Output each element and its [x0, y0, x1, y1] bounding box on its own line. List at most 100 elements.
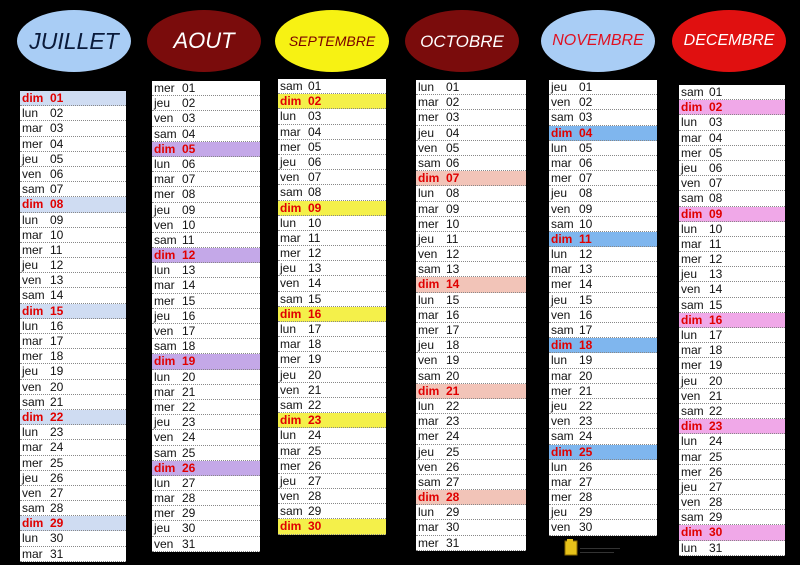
- day-row: jeu 27: [278, 473, 386, 490]
- day-name: mer: [154, 506, 175, 521]
- day-number: 14: [446, 277, 460, 292]
- day-name: mar: [551, 262, 572, 277]
- day-number: 27: [579, 474, 593, 489]
- day-name: ven: [154, 111, 174, 126]
- day-name: sam: [551, 110, 574, 125]
- day-number: 17: [308, 322, 322, 336]
- day-number: 02: [446, 95, 460, 110]
- day-name: lun: [22, 531, 39, 546]
- day-row: sam 25: [152, 446, 260, 461]
- day-row: ven 14: [278, 276, 386, 292]
- day-row: lun 22: [416, 399, 526, 415]
- month-title: DECEMBRE: [683, 32, 775, 49]
- day-name: sam: [551, 216, 574, 231]
- day-name: jeu: [551, 505, 568, 520]
- day-number: 29: [50, 516, 64, 531]
- day-number: 23: [446, 414, 460, 429]
- day-row: sam 29: [278, 504, 386, 520]
- day-name: dim: [681, 312, 703, 327]
- day-row: ven 27: [20, 486, 126, 502]
- day-number: 02: [182, 96, 196, 111]
- day-name: sam: [418, 368, 441, 383]
- day-number: 18: [308, 337, 322, 352]
- day-number: 23: [182, 415, 196, 430]
- day-name: mar: [681, 449, 702, 464]
- day-number: 17: [709, 328, 723, 342]
- day-number: 20: [50, 379, 64, 394]
- day-name: mar: [681, 236, 702, 251]
- day-name: jeu: [22, 470, 39, 485]
- day-number: 17: [50, 334, 64, 348]
- day-number: 26: [182, 460, 196, 475]
- day-number: 07: [308, 170, 322, 185]
- day-number: 01: [709, 85, 723, 99]
- day-row: mer 31: [416, 536, 526, 551]
- day-row: mar 14: [152, 278, 260, 294]
- day-number: 04: [182, 126, 196, 141]
- day-row: mer 18: [20, 349, 126, 365]
- day-name: mar: [154, 491, 175, 506]
- day-row: mar 20: [549, 369, 657, 384]
- day-number: 10: [182, 217, 196, 232]
- day-number: 10: [579, 216, 593, 231]
- day-row: lun 03: [679, 115, 785, 131]
- day-name: ven: [681, 282, 701, 297]
- day-number: 04: [50, 136, 64, 151]
- day-number: 05: [308, 139, 322, 154]
- day-name: dim: [551, 444, 573, 459]
- day-name: ven: [154, 536, 174, 551]
- day-row: ven 05: [416, 141, 526, 156]
- day-number: 17: [579, 323, 593, 337]
- day-row: jeu 02: [152, 96, 260, 112]
- day-name: mer: [551, 171, 572, 186]
- sunday-row: dim 29: [20, 516, 126, 532]
- day-number: 12: [50, 258, 64, 273]
- day-name: sam: [681, 510, 704, 525]
- day-number: 23: [579, 414, 593, 429]
- day-name: lun: [681, 434, 698, 449]
- day-number: 11: [709, 236, 722, 251]
- day-number: 15: [579, 292, 593, 307]
- day-name: ven: [22, 273, 42, 288]
- day-row: sam 06: [416, 156, 526, 172]
- day-number: 16: [446, 307, 460, 322]
- day-row: sam 03: [549, 110, 657, 126]
- day-row: lun 23: [20, 425, 126, 441]
- sunday-row: dim 22: [20, 409, 126, 426]
- day-name: sam: [681, 403, 704, 418]
- day-row: mer 14: [549, 277, 657, 293]
- day-name: dim: [154, 248, 176, 263]
- day-name: lun: [418, 186, 435, 201]
- day-number: 08: [579, 186, 593, 201]
- day-row: ven 12: [416, 247, 526, 263]
- day-number: 27: [308, 473, 322, 488]
- day-name: jeu: [154, 96, 171, 111]
- day-row: jeu 15: [549, 293, 657, 308]
- day-row: lun 29: [416, 505, 526, 521]
- day-row: mar 04: [679, 131, 785, 146]
- day-name: sam: [418, 262, 441, 277]
- day-name: dim: [154, 460, 176, 475]
- day-row: sam 21: [20, 395, 126, 410]
- day-number: 07: [446, 171, 460, 186]
- day-row: ven 20: [20, 380, 126, 395]
- day-row: lun 08: [416, 186, 526, 202]
- sunday-row: dim 08: [20, 197, 126, 213]
- day-row: lun 27: [152, 476, 260, 492]
- day-row: mer 07: [549, 171, 657, 187]
- month-title: AOUT: [173, 28, 235, 53]
- day-name: dim: [280, 413, 302, 428]
- day-name: lun: [681, 328, 698, 342]
- day-row: mer 26: [679, 465, 785, 480]
- day-name: dim: [154, 141, 176, 156]
- day-name: lun: [418, 292, 435, 307]
- day-number: 01: [308, 79, 322, 93]
- day-row: ven 31: [152, 537, 260, 552]
- day-row: mar 03: [20, 121, 126, 137]
- day-name: dim: [418, 277, 440, 292]
- day-row: mar 09: [416, 202, 526, 217]
- sunday-row: dim 19: [152, 354, 260, 370]
- day-row: jeu 06: [278, 155, 386, 171]
- day-name: jeu: [681, 373, 698, 388]
- day-name: mar: [418, 201, 439, 216]
